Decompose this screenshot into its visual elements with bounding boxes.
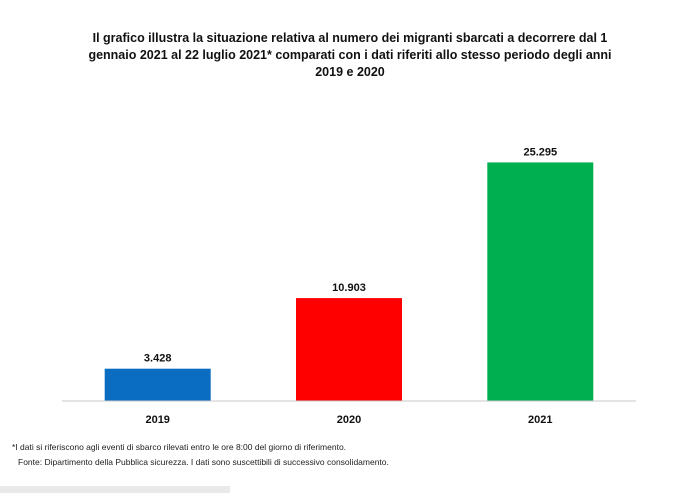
chart-title: Il grafico illustra la situazione relati… [70, 30, 630, 81]
footnotes: *I dati si riferiscono agli eventi di sb… [12, 440, 389, 470]
data-label-2020: 10.903 [332, 282, 366, 294]
chart-title-line-2: gennaio 2021 al 22 luglio 2021* comparat… [88, 48, 612, 62]
bar-2020 [296, 298, 402, 401]
chart-title-line-1: Il grafico illustra la situazione relati… [92, 31, 608, 45]
bottom-scroll-strip [0, 486, 230, 493]
bar-2019 [104, 368, 211, 401]
data-label-2021: 25.295 [523, 146, 557, 158]
bar-2021 [487, 162, 594, 401]
chart-title-line-3: 2019 e 2020 [315, 65, 385, 79]
data-label-2019: 3.428 [144, 353, 172, 365]
bar-chart: 3.428 2019 10.903 2020 25.295 2021 [62, 146, 636, 426]
footnote-note: *I dati si riferiscono agli eventi di sb… [12, 442, 347, 452]
x-tick-label-2020: 2020 [337, 414, 361, 426]
x-tick-label-2021: 2021 [528, 414, 552, 426]
x-tick-label-2019: 2019 [145, 414, 169, 426]
footnote-source: Fonte: Dipartimento della Pubblica sicur… [18, 457, 389, 467]
